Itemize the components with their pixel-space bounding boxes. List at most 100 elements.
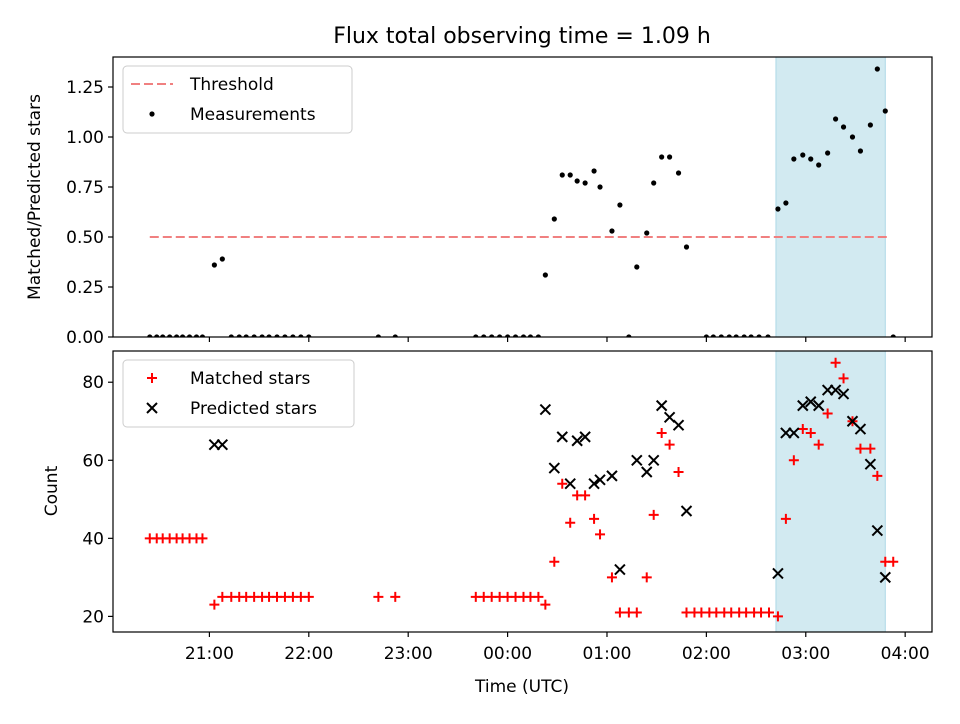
- matched-star-point: [813, 439, 824, 450]
- matched-star-point: [549, 556, 560, 567]
- predicted-star-point: [556, 431, 568, 443]
- measurement-point: [236, 334, 242, 337]
- measurement-point: [167, 334, 173, 337]
- measurement-point: [375, 334, 381, 337]
- legend-label: Predicted stars: [190, 399, 317, 419]
- measurement-point: [718, 334, 724, 337]
- y-tick-label: 1.25: [66, 78, 104, 98]
- y-tick-label: 20: [82, 607, 104, 627]
- y-tick-label: 0.50: [66, 228, 104, 248]
- measurement-point: [473, 334, 479, 337]
- legend-label: Matched stars: [190, 369, 310, 389]
- predicted-star-point: [680, 505, 693, 517]
- measurement-point: [741, 334, 747, 337]
- matched-star-point: [303, 591, 314, 602]
- predicted-star-point: [879, 571, 891, 584]
- matched-star-point: [641, 572, 652, 583]
- plot-layer: 0.00 0.25 0.50 0.75 1.00 1.25 Threshold Measure…: [66, 56, 933, 664]
- y-tick-label: 80: [82, 373, 104, 393]
- matched-star-point: [390, 591, 401, 602]
- measurement-point: [243, 334, 249, 337]
- measurement-point: [748, 334, 754, 337]
- predicted-star-point: [871, 524, 884, 537]
- measurement-point: [609, 228, 615, 234]
- measurement-point: [489, 334, 495, 337]
- y-tick-label: 0.75: [66, 178, 104, 198]
- measurement-point: [867, 122, 873, 128]
- measurement-point: [775, 206, 781, 212]
- matched-star-point: [656, 427, 667, 438]
- x-tick-label: 01:00: [582, 644, 631, 664]
- measurement-point: [186, 334, 193, 337]
- measurement-point: [306, 334, 312, 337]
- measurement-point: [857, 148, 864, 154]
- legend-box: [122, 65, 353, 134]
- axes-frame: [112, 350, 933, 633]
- matched-star-point: [565, 517, 576, 528]
- matched-star-point: [763, 607, 774, 618]
- matched-star-point: [533, 591, 544, 602]
- predicted-star-point: [548, 462, 561, 474]
- measurement-point: [574, 178, 580, 184]
- predicted-star-point: [588, 477, 600, 490]
- legend-box: [122, 359, 355, 428]
- measurement-point: [849, 134, 856, 140]
- count-panel: 20 40 60 80 21:00 22:00 23:00 00:00 01:00 02:00 03…: [82, 350, 933, 664]
- top-y-axis-label: Matched/Predicted stars: [25, 94, 45, 300]
- highlight-span: [775, 56, 886, 338]
- measurement-point: [219, 256, 225, 262]
- x-tick-label: 00:00: [483, 644, 532, 664]
- measurement-point: [651, 180, 657, 186]
- matched-star-point: [780, 513, 791, 524]
- measurement-point: [298, 334, 304, 337]
- measurement-point: [800, 152, 806, 158]
- measurement-point: [535, 334, 542, 337]
- predicted-star-point: [571, 435, 583, 447]
- measurement-point: [791, 156, 797, 162]
- matched-star-point: [888, 556, 899, 567]
- measurement-point: [211, 262, 217, 268]
- predicted-star-point: [672, 419, 685, 431]
- measurement-point: [251, 334, 257, 337]
- measurement-point: [832, 116, 839, 122]
- y-tick-label: 0.25: [66, 278, 104, 298]
- measurement-point: [228, 334, 234, 337]
- bottom-y-axis-label: Count: [42, 465, 62, 516]
- matched-star-point: [580, 490, 591, 501]
- y-tick-label: 60: [82, 451, 104, 471]
- matched-star-point: [830, 357, 841, 368]
- x-tick-label: 02:00: [682, 644, 731, 664]
- predicted-star-point: [655, 399, 668, 412]
- measurement-point: [816, 162, 822, 168]
- measurement-point: [392, 334, 398, 337]
- predicted-star-point: [594, 474, 606, 486]
- measurement-point: [733, 334, 739, 337]
- matched-star-point: [197, 533, 208, 544]
- legend: Threshold Measurements: [122, 65, 353, 134]
- measurement-point: [783, 200, 789, 206]
- matched-star-point: [865, 443, 876, 454]
- measurement-point: [179, 334, 186, 337]
- matched-star-point: [797, 424, 808, 435]
- measurement-point: [497, 334, 503, 337]
- legend: Matched stars Predicted stars: [122, 359, 355, 428]
- measurement-point: [659, 154, 665, 160]
- x-tick-label: 04:00: [881, 644, 930, 664]
- matched-star-point: [217, 591, 228, 602]
- x-tick-label: 03:00: [781, 644, 830, 664]
- predicted-star-point: [216, 438, 229, 451]
- predicted-star-point: [663, 411, 676, 424]
- measurement-point: [266, 334, 272, 337]
- measurement-point: [481, 334, 487, 337]
- axes-frame: [112, 56, 933, 338]
- predicted-star-point: [631, 454, 643, 466]
- predicted-star-point: [772, 567, 784, 580]
- legend-matched-swatch: [147, 373, 157, 383]
- legend-measurement-swatch: [149, 111, 155, 117]
- chart-title: Flux total observing time = 1.09 h: [333, 24, 711, 49]
- measurement-point: [199, 334, 206, 337]
- measurement-point: [634, 264, 640, 270]
- measurement-point: [683, 244, 690, 250]
